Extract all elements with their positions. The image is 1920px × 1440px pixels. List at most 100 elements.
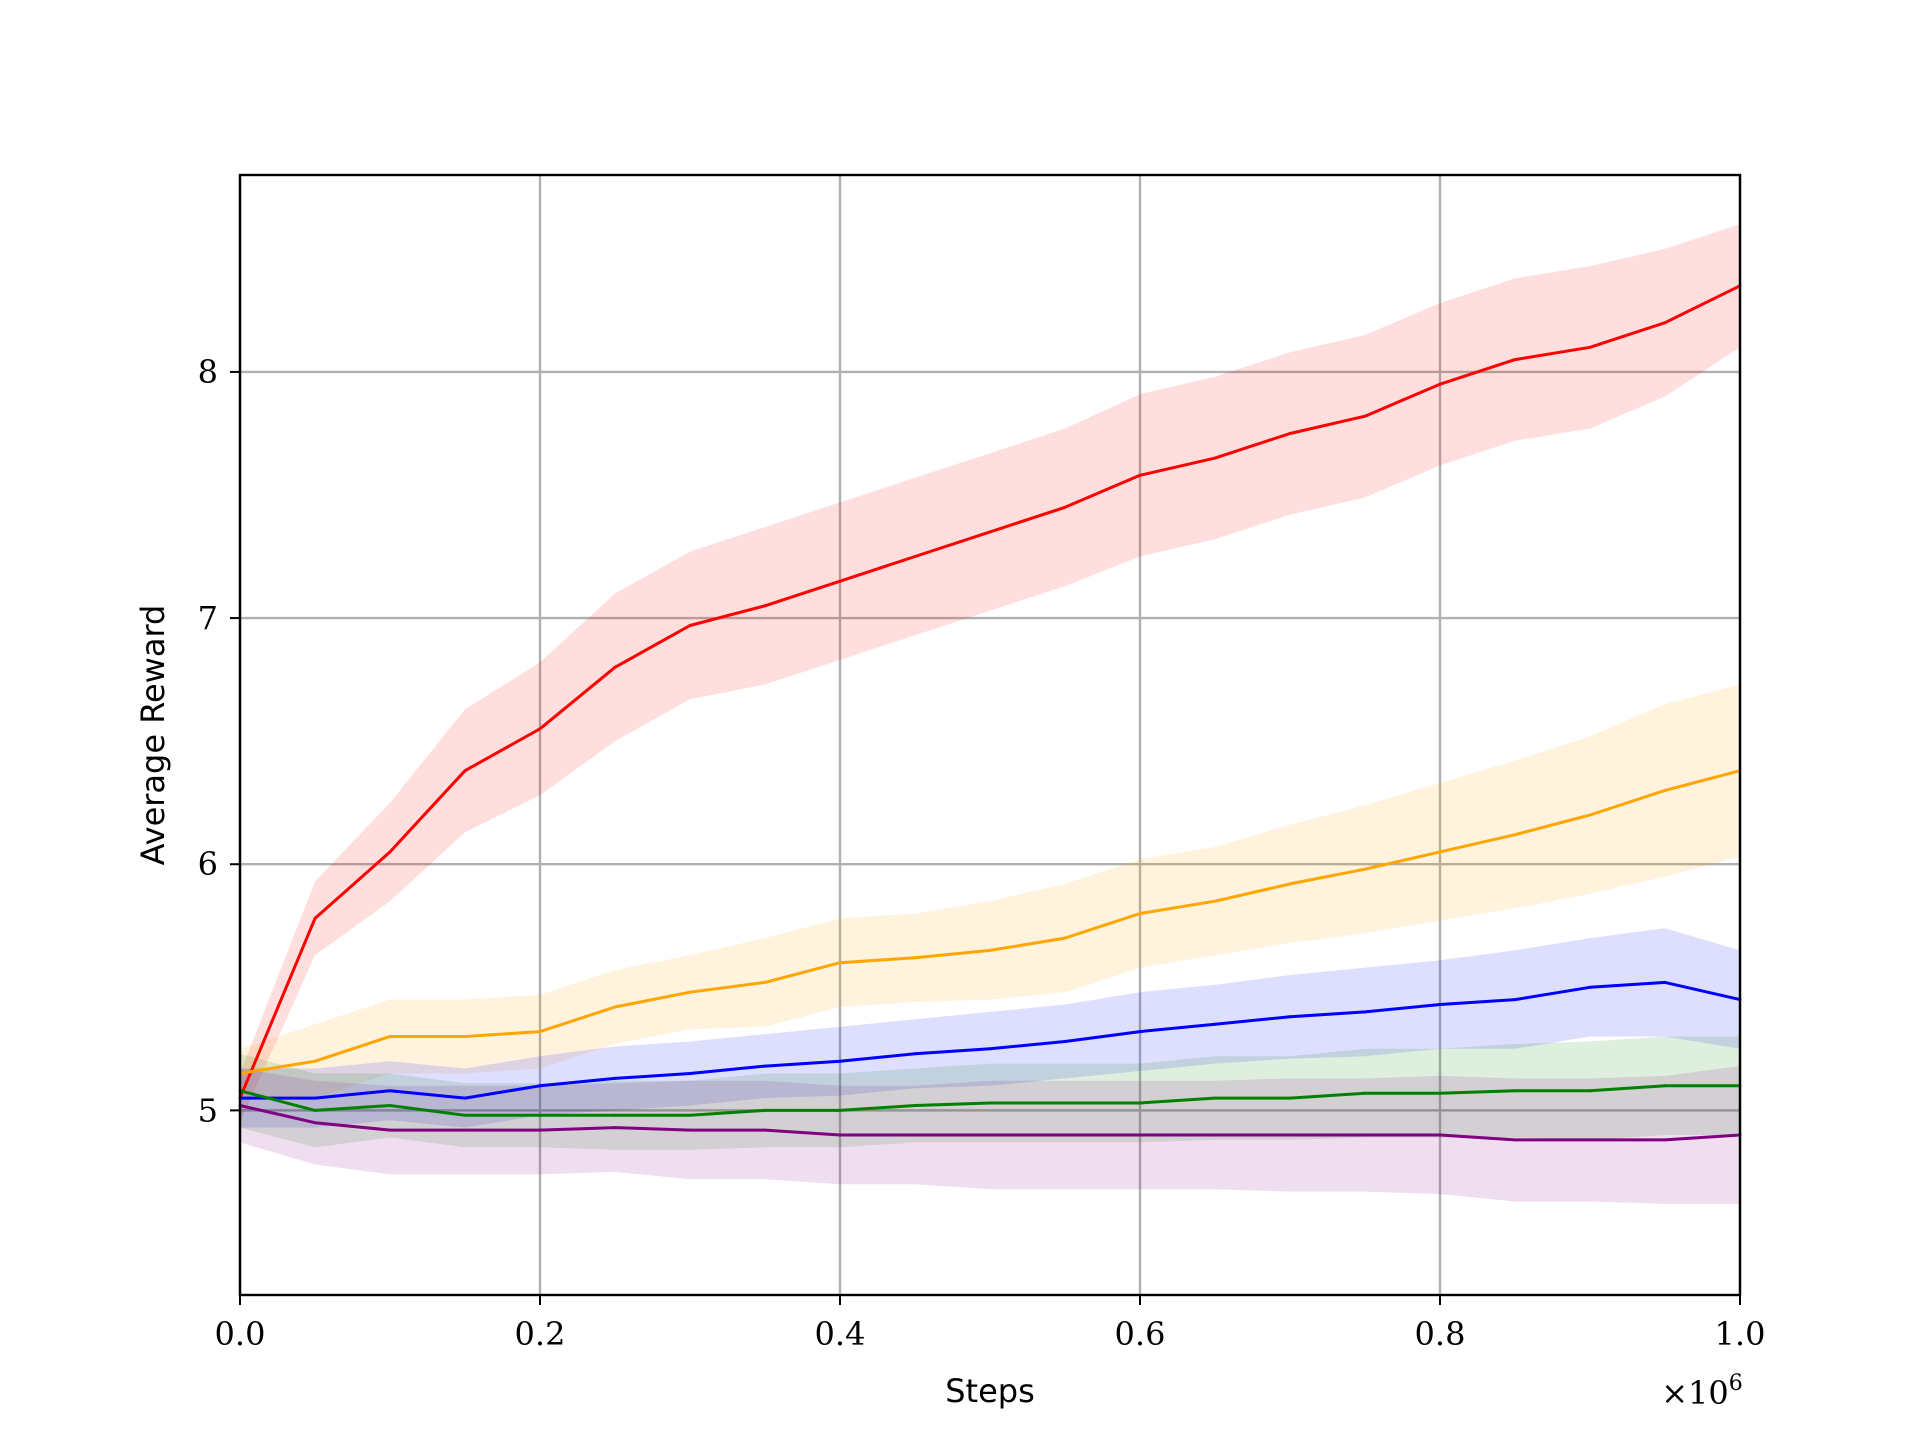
series-5-point — [313, 1121, 317, 1125]
x-tick-label: 0.8 — [1415, 1315, 1466, 1353]
x-tick-label: 0.4 — [815, 1315, 866, 1353]
series-1-point — [838, 579, 842, 583]
series-3-point — [388, 1089, 392, 1093]
series-band-4 — [240, 1036, 1740, 1150]
series-3-point — [1513, 998, 1517, 1002]
series-4-point — [388, 1104, 392, 1107]
series-5-point — [988, 1133, 992, 1137]
series-2-point — [1438, 850, 1442, 854]
series-5-point — [1288, 1133, 1292, 1137]
series-4-point — [1438, 1091, 1442, 1095]
series-3-point — [613, 1076, 617, 1080]
series-2-point — [1213, 899, 1217, 903]
x-axis-label: Steps — [945, 1372, 1035, 1410]
series-5-point — [838, 1133, 842, 1137]
series-4-point — [1588, 1089, 1592, 1093]
series-5-point — [1588, 1138, 1592, 1142]
series-2-point — [463, 1035, 467, 1038]
series-4-point — [313, 1108, 317, 1112]
series-band-2 — [240, 684, 1740, 1099]
series-3-point — [1138, 1030, 1142, 1034]
series-4-point — [613, 1113, 617, 1117]
series-2-point — [1663, 788, 1667, 792]
series-4-point — [463, 1113, 467, 1117]
x-tick-label: 1.0 — [1715, 1315, 1766, 1353]
series-3-point — [1213, 1022, 1217, 1026]
series-5-point — [1213, 1133, 1217, 1137]
x-multiplier-exponent: 6 — [1729, 1371, 1743, 1396]
series-1-point — [763, 604, 767, 608]
series-4-point — [763, 1108, 767, 1112]
series-2-point — [838, 961, 842, 965]
series-3-point — [913, 1052, 917, 1056]
series-1-point — [1588, 345, 1592, 349]
plot-frame — [238, 173, 1742, 1297]
series-1-point — [313, 916, 317, 920]
series-1-point — [463, 769, 467, 773]
series-4-point — [838, 1108, 842, 1112]
series-3-point — [838, 1059, 842, 1063]
y-tick-label: 6 — [198, 845, 218, 883]
series-5-point — [538, 1128, 542, 1132]
series-4-point — [913, 1104, 917, 1107]
series-2-point — [613, 1005, 617, 1009]
series-1-point — [388, 850, 392, 854]
series-band-1 — [240, 224, 1740, 1123]
series-5-point — [688, 1128, 692, 1132]
series-1-point — [1363, 414, 1367, 418]
series-2-point — [1063, 936, 1067, 940]
x-tick-label: 0.2 — [515, 1315, 566, 1353]
series-1-point — [1438, 382, 1442, 386]
series-1-point — [1663, 321, 1667, 325]
series-3-point — [538, 1084, 542, 1088]
x-tick-label: 0.0 — [215, 1315, 266, 1353]
series-4-point — [688, 1113, 692, 1117]
series-2-point — [388, 1035, 392, 1038]
series-2-point — [1588, 813, 1592, 817]
series-1-point — [1213, 456, 1217, 460]
series-3-point — [1663, 980, 1667, 984]
series-2-point — [1288, 882, 1292, 886]
series-4-point — [1288, 1096, 1292, 1100]
series-5-point — [763, 1128, 767, 1132]
series-1-point — [913, 555, 917, 558]
series-2-point — [538, 1030, 542, 1034]
series-2-point — [1138, 912, 1142, 915]
series-4-point — [1663, 1084, 1667, 1088]
y-axis-label: Average Reward — [134, 605, 172, 866]
series-3-point — [313, 1096, 317, 1100]
series-1-point — [613, 665, 617, 669]
series-5-point — [913, 1133, 917, 1137]
series-3-point — [1588, 985, 1592, 989]
series-3-point — [1063, 1040, 1067, 1043]
series-1-point — [1138, 473, 1142, 477]
series-5-point — [1063, 1133, 1067, 1137]
series-5-point — [388, 1128, 392, 1132]
series-4-point — [1138, 1101, 1142, 1105]
series-2-point — [313, 1059, 317, 1063]
series-2-point — [763, 980, 767, 984]
series-2-point — [1513, 833, 1517, 837]
series-5-point — [1663, 1138, 1667, 1142]
series-1-point — [538, 727, 542, 731]
series-4-point — [538, 1113, 542, 1117]
series-4-point — [1363, 1091, 1367, 1095]
series-5-point — [1363, 1133, 1367, 1137]
series-5-point — [613, 1126, 617, 1130]
axis-ticks: 0.0 0.2 0.4 0.6 0.8 1.0 5 6 7 8 — [198, 353, 1766, 1353]
series-lines — [238, 284, 1742, 1142]
series-1-point — [688, 624, 692, 627]
series-3-point — [1363, 1010, 1367, 1014]
series-4-point — [1513, 1089, 1517, 1093]
series-1-point — [1513, 358, 1517, 362]
series-5-point — [1138, 1133, 1142, 1137]
series-5-point — [1438, 1133, 1442, 1137]
series-5-point — [1513, 1138, 1517, 1142]
y-tick-label: 8 — [198, 353, 218, 391]
y-tick-label: 5 — [198, 1091, 218, 1129]
series-1-point — [1063, 505, 1067, 509]
series-3-point — [463, 1096, 467, 1100]
series-2-point — [1363, 867, 1367, 871]
x-tick-label: 0.6 — [1115, 1315, 1166, 1353]
